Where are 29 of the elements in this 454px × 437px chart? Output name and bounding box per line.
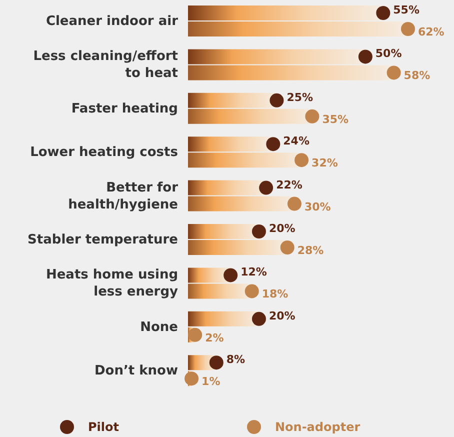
y-tick-label: Faster heating (71, 100, 178, 116)
data-label: 2% (205, 331, 224, 344)
data-label: 62% (418, 26, 444, 38)
data-label: 22% (276, 178, 302, 192)
data-label: 18% (262, 288, 288, 301)
data-label: 1% (202, 375, 220, 388)
y-tick-label: Lower heating costs (30, 144, 178, 160)
y-tick-label: None (140, 319, 178, 334)
data-label: 55% (393, 4, 420, 16)
data-label: 35% (322, 112, 349, 126)
data-label: 28% (297, 244, 324, 257)
y-tick-label: Better for health/hygiene (68, 180, 179, 212)
data-label: 50% (375, 47, 402, 60)
data-label: 20% (268, 222, 296, 235)
data-label: 8% (226, 353, 246, 366)
y-tick-label: Less cleaning/effort to heat (33, 48, 178, 81)
y-tick-label: Don’t know (94, 363, 178, 378)
data-label: 32% (312, 156, 338, 170)
y-tick-label: Cleaner indoor air (46, 14, 179, 28)
data-label: 58% (404, 69, 430, 82)
y-tick-label: Heats home using less energy (46, 267, 179, 300)
data-label: 24% (283, 134, 310, 148)
data-label: 12% (240, 266, 267, 279)
legend-label: Pilot (88, 420, 120, 434)
y-tick-label: Stabler temperature (28, 232, 178, 247)
legend-label: Non-adopter (275, 420, 360, 434)
data-label: 30% (304, 200, 331, 214)
data-label: 20% (268, 309, 296, 322)
data-label: 25% (286, 90, 314, 104)
